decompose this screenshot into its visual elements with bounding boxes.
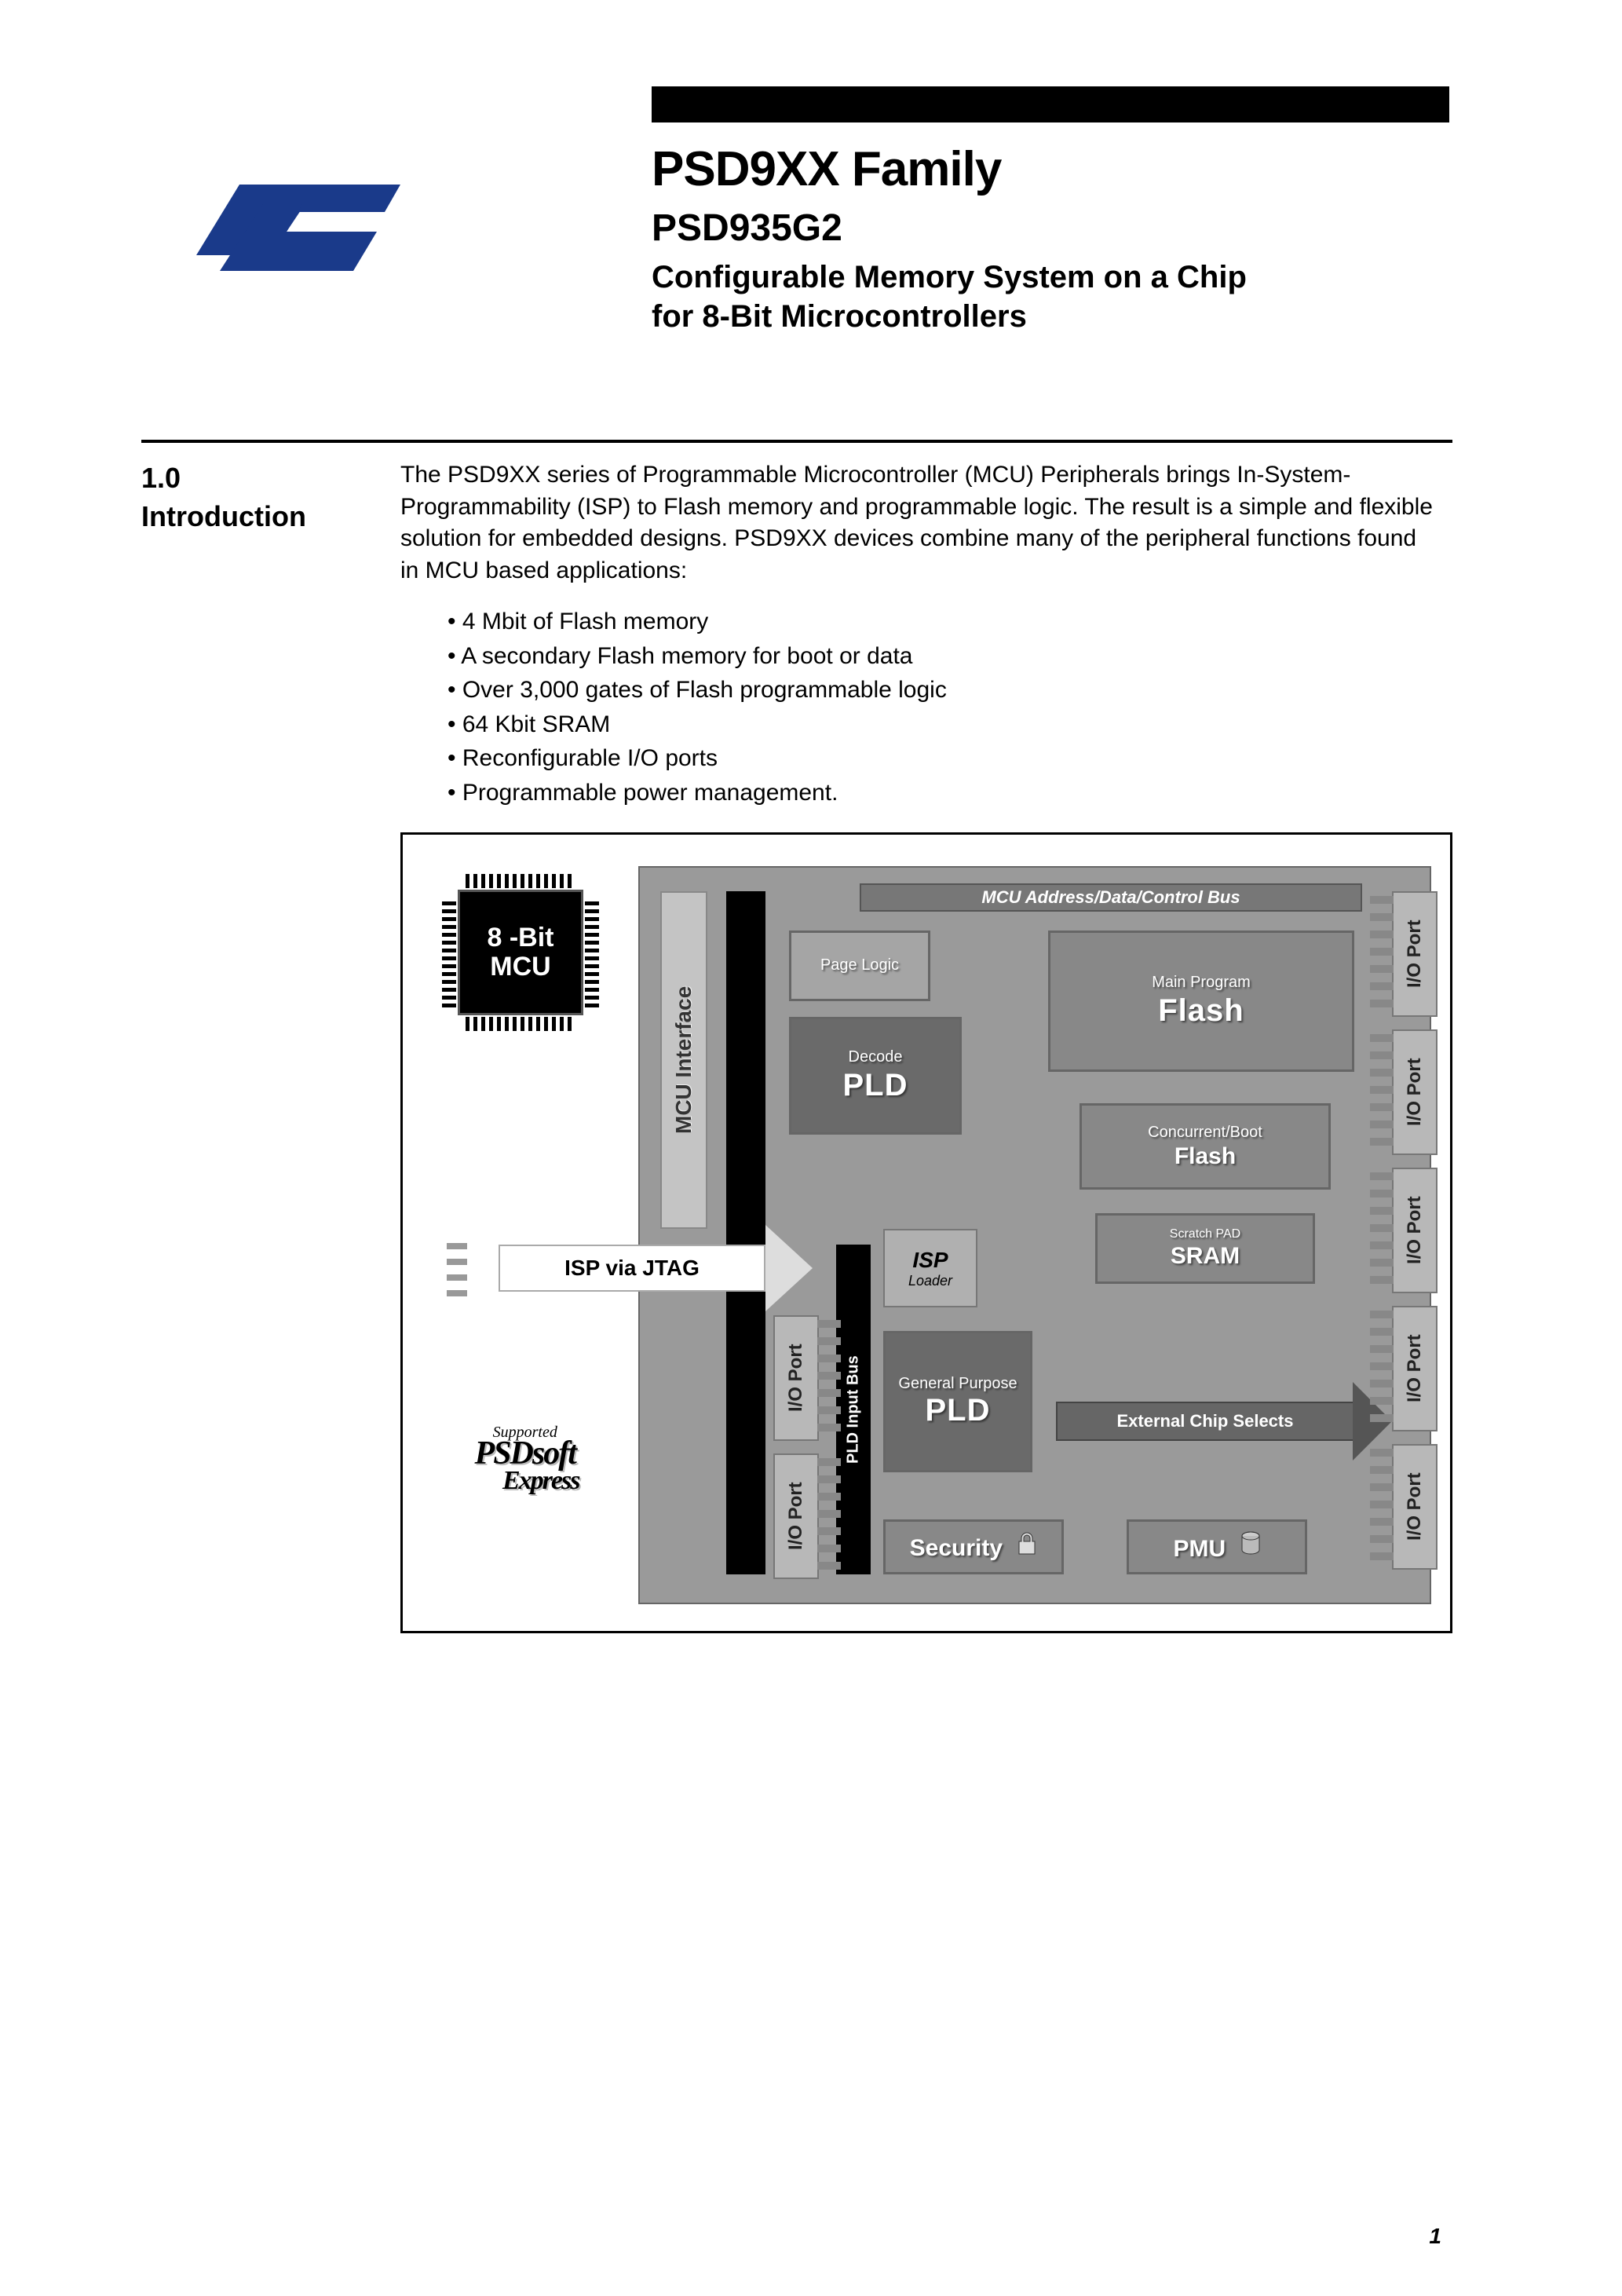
ext-chip-selects-block: External Chip Selects — [1056, 1402, 1354, 1441]
mcu-chip-package: 8 -BitMCU — [434, 866, 607, 1039]
mcu-chip-label: 8 -BitMCU — [458, 890, 583, 1015]
bullet-item: 64 Kbit SRAM — [448, 707, 1437, 742]
boot-flash-block: Concurrent/Boot Flash — [1080, 1103, 1331, 1190]
security-block: Security — [883, 1519, 1064, 1574]
pmu-block: PMU — [1127, 1519, 1307, 1574]
mcu-interface-block: MCU Interface — [660, 891, 707, 1229]
pld-input-bus-block: PLD Input Bus — [836, 1245, 871, 1574]
page-number: 1 — [1429, 2224, 1441, 2249]
arrow-head-icon — [765, 1225, 813, 1311]
subtitle: Configurable Memory System on a Chip for… — [652, 258, 1437, 336]
decode-pld-block: Decode PLD — [789, 1017, 962, 1135]
intro-paragraph: The PSD9XX series of Programmable Microc… — [400, 459, 1437, 587]
psd-block-diagram: MCU Interface MCU Address/Data/Control B… — [638, 866, 1431, 1604]
bullet-item: Reconfigurable I/O ports — [448, 741, 1437, 776]
title-block: PSD9XX Family PSD935G2 Configurable Memo… — [652, 141, 1437, 336]
section-heading: 1.0 Introduction — [141, 459, 361, 536]
vertical-bus-bar — [726, 891, 765, 1574]
sram-block: Scratch PAD SRAM — [1095, 1213, 1315, 1284]
block-diagram-frame: 8 -BitMCU MCU Interface MCU Address/Data… — [400, 832, 1452, 1633]
bullet-item: 4 Mbit of Flash memory — [448, 605, 1437, 639]
bullet-item: A secondary Flash memory for boot or dat… — [448, 639, 1437, 674]
jtag-pins-icon — [447, 1241, 467, 1296]
main-flash-block: Main Program Flash — [1048, 930, 1354, 1072]
bullet-item: Programmable power management. — [448, 776, 1437, 810]
lock-icon — [1017, 1532, 1037, 1556]
st-logo — [181, 165, 416, 294]
io-port-block: I/O Port — [1392, 1444, 1438, 1570]
io-port-block: I/O Port — [1392, 1029, 1438, 1155]
isp-loader-block: ISP Loader — [883, 1229, 977, 1307]
family-title: PSD9XX Family — [652, 141, 1437, 197]
header-black-bar — [652, 86, 1449, 122]
psdsoft-express-logo: Supported PSDsoft Express — [471, 1425, 579, 1493]
mcu-bus-label: MCU Address/Data/Control Bus — [860, 883, 1362, 912]
part-number: PSD935G2 — [652, 207, 1437, 250]
bullet-list: 4 Mbit of Flash memory A secondary Flash… — [448, 605, 1437, 810]
bullet-item: Over 3,000 gates of Flash programmable l… — [448, 673, 1437, 707]
io-port-block: I/O Port — [1392, 1168, 1438, 1293]
io-port-block: I/O Port — [1392, 891, 1438, 1017]
horizontal-rule — [141, 440, 1452, 443]
io-port-block: I/O Port — [773, 1453, 819, 1579]
database-icon — [1240, 1531, 1261, 1556]
gp-pld-block: General Purpose PLD — [883, 1331, 1032, 1472]
page-logic-block: Page Logic — [789, 930, 930, 1001]
isp-jtag-arrow: ISP via JTAG — [467, 1237, 797, 1300]
io-port-block: I/O Port — [1392, 1306, 1438, 1431]
io-port-block: I/O Port — [773, 1315, 819, 1441]
